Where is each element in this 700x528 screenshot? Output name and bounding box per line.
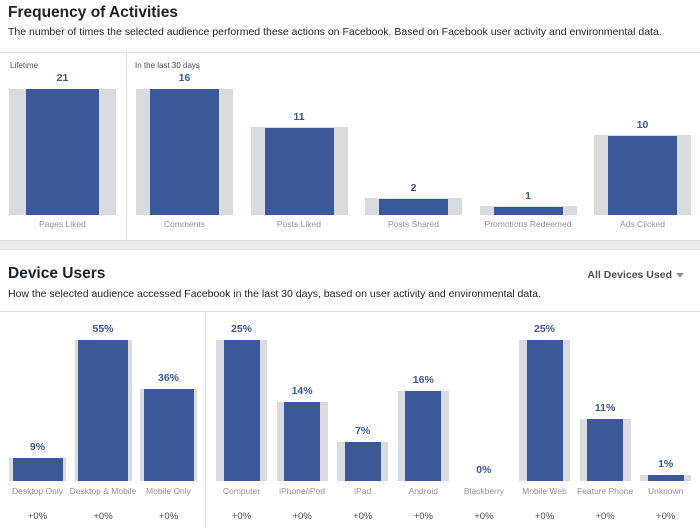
device-filter-label: All Devices Used (587, 269, 672, 281)
value-label-posts-liked: 11 (293, 111, 305, 124)
category-label-android: Android (408, 486, 438, 496)
category-label-pages-liked: Pages Liked (39, 219, 86, 229)
bar-desktop-only (12, 457, 63, 481)
frequency-title: Frequency of Activities (8, 4, 178, 21)
delta-label-computer: +0% (231, 511, 252, 522)
value-label-blackberry: 0% (476, 464, 492, 476)
bar-iphone-ipod (284, 402, 321, 481)
value-label-mobile-only: 36% (157, 371, 179, 384)
category-label-desktop-mobile: Desktop & Mobile (69, 486, 137, 496)
bar-feature-phone (587, 418, 624, 481)
delta-label-mobile-web: +0% (534, 511, 555, 522)
category-label-desktop-only: Desktop Only (11, 486, 64, 496)
bar-computer (223, 340, 260, 481)
category-label-feature-phone: Feature Phone (576, 486, 634, 496)
category-label-unknown: Unknown (647, 486, 684, 496)
category-label-mobile-web: Mobile Web (522, 486, 567, 496)
value-label-pages-liked: 21 (56, 72, 69, 84)
value-label-desktop-mobile: 55% (92, 323, 114, 335)
bar-promotions-redeemed (493, 207, 563, 215)
frequency-panel (0, 52, 700, 240)
bar-android (405, 390, 442, 481)
lifetime-label: Lifetime (10, 61, 39, 70)
delta-label-desktop-mobile: +0% (93, 511, 113, 522)
bar-comments (150, 89, 219, 215)
value-label-ads-clicked: 10 (636, 119, 649, 132)
value-label-mobile-web: 25% (533, 323, 555, 335)
value-label-computer: 25% (230, 323, 252, 335)
chevron-down-icon (676, 272, 684, 278)
value-label-ipad: 7% (355, 424, 371, 437)
value-label-posts-shared: 2 (410, 182, 417, 195)
delta-label-desktop-only: +0% (27, 511, 48, 522)
bar-ipad (344, 441, 381, 481)
frequency-subtitle: The number of times the selected audienc… (8, 26, 662, 38)
category-label-computer: Computer (222, 486, 261, 496)
bar-mobile-only (143, 388, 194, 481)
delta-label-mobile-only: +0% (158, 511, 179, 522)
category-label-ads-clicked: Ads Clicked (620, 219, 665, 229)
bar-unknown (647, 475, 684, 481)
value-label-feature-phone: 11% (594, 401, 616, 414)
bar-pages-liked (26, 89, 99, 215)
delta-label-android: +0% (413, 511, 433, 522)
value-label-unknown: 1% (658, 458, 674, 471)
bar-ads-clicked (608, 136, 677, 215)
category-label-ipad: iPad (354, 486, 372, 496)
category-label-promotions-redeemed: Promotions Redeemed (484, 219, 572, 229)
section-divider (0, 240, 700, 250)
devices-separator (205, 311, 206, 528)
category-label-comments: Comments (163, 219, 206, 229)
bar-mobile-web (526, 340, 563, 481)
value-label-comments: 16 (178, 72, 191, 84)
recent-label: In the last 30 days (135, 61, 200, 70)
bar-posts-liked (264, 128, 334, 215)
delta-label-feature-phone: +0% (595, 511, 615, 522)
devices-subtitle: How the selected audience accessed Faceb… (8, 288, 541, 300)
devices-title: Device Users (8, 265, 106, 282)
category-label-iphone-ipod: iPhone/iPod (279, 486, 326, 496)
category-label-blackberry: Blackberry (463, 486, 504, 496)
bar-posts-shared (379, 199, 448, 215)
delta-label-blackberry: +0% (474, 511, 494, 522)
delta-label-ipad: +0% (353, 511, 373, 522)
value-label-desktop-only: 9% (29, 440, 46, 453)
delta-label-unknown: +0% (656, 511, 676, 522)
category-label-mobile-only: Mobile Only (146, 486, 191, 496)
devices-header: Device Users How the selected audience a… (0, 251, 700, 311)
bar-desktop-mobile (78, 340, 128, 481)
frequency-header: Frequency of Activities The number of ti… (0, 0, 700, 52)
frequency-separator (126, 52, 127, 240)
value-label-promotions-redeemed: 1 (525, 190, 531, 203)
value-label-android: 16% (412, 373, 434, 386)
category-label-posts-liked: Posts Liked (277, 219, 321, 229)
category-label-posts-shared: Posts Shared (387, 219, 440, 229)
device-filter-dropdown[interactable]: All Devices Used (587, 269, 684, 281)
delta-label-iphone-ipod: +0% (292, 511, 312, 522)
value-label-iphone-ipod: 14% (291, 385, 313, 398)
